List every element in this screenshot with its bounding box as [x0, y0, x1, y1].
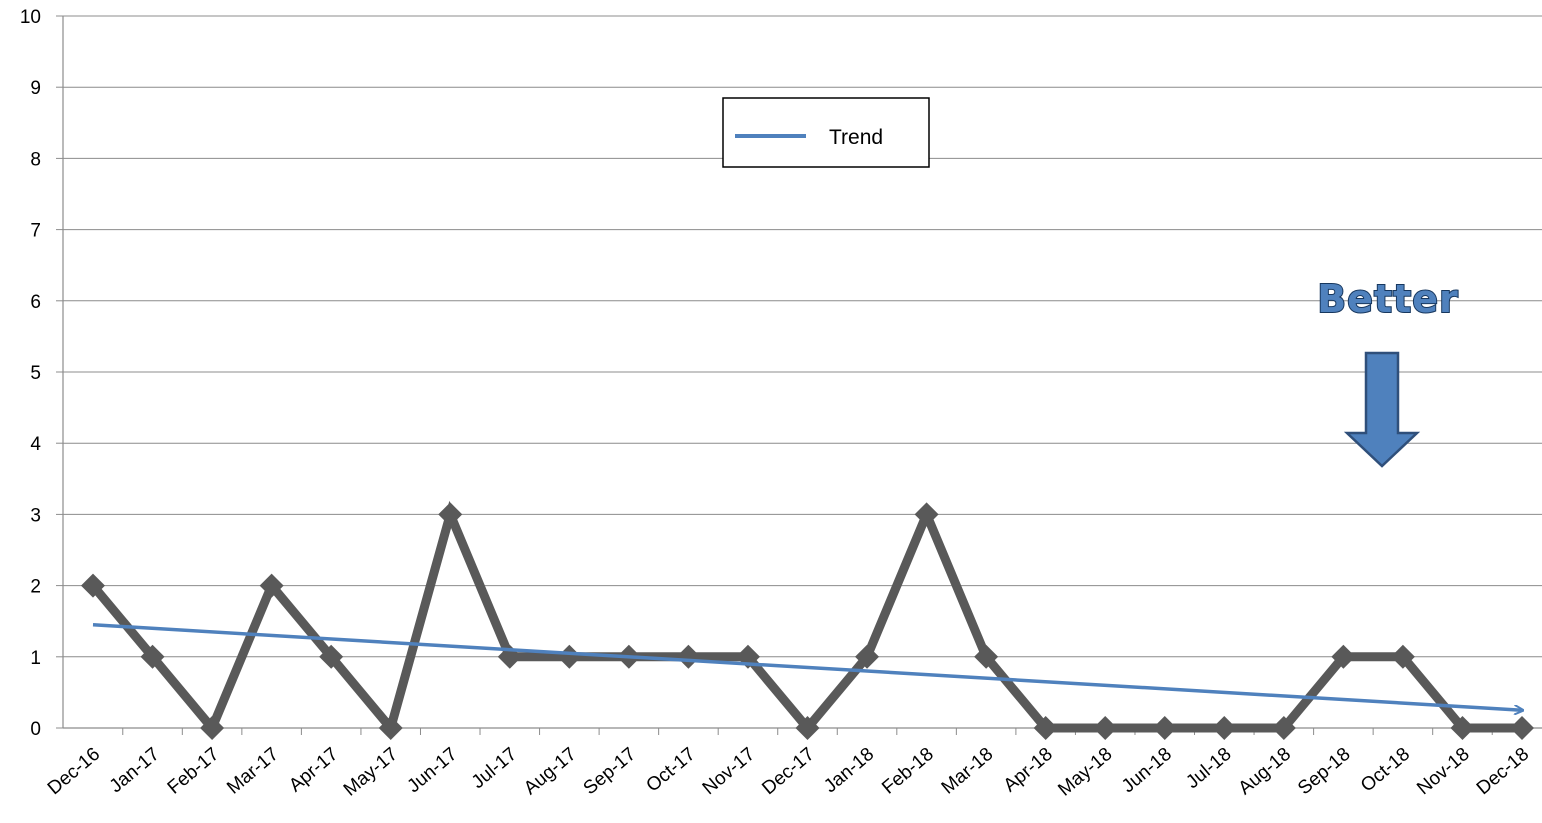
- legend: Trend: [722, 97, 930, 168]
- x-tick-label-Sep-18: Sep-18: [1294, 744, 1354, 799]
- y-tick-label-8: 8: [30, 149, 41, 170]
- data-point-Feb-17: [200, 716, 225, 740]
- y-tick-label-10: 10: [20, 7, 41, 28]
- x-tick-label-Jul-18: Jul-18: [1182, 744, 1235, 793]
- data-point-Feb-18: [914, 502, 939, 527]
- x-tick-label-Mar-18: Mar-18: [938, 744, 998, 799]
- x-tick-label-Dec-18: Dec-18: [1473, 744, 1533, 799]
- data-point-Oct-17: [676, 644, 701, 669]
- x-tick-label-Aug-17: Aug-17: [520, 744, 580, 799]
- x-tick-label-Dec-16: Dec-16: [44, 744, 104, 799]
- data-point-Sep-18: [1331, 644, 1356, 669]
- data-point-Dec-17: [795, 716, 820, 740]
- data-point-Dec-16: [81, 573, 105, 598]
- data-point-Apr-18: [1033, 716, 1058, 740]
- down-arrow-icon: [1343, 351, 1421, 468]
- x-tick-label-Apr-18: Apr-18: [1000, 744, 1057, 797]
- trend-line: [92, 623, 1522, 710]
- data-point-May-17: [378, 716, 403, 740]
- data-point-Jul-18: [1212, 716, 1237, 740]
- trend-layer: [92, 623, 1522, 710]
- y-tick-label-6: 6: [30, 292, 41, 313]
- x-tick-label-May-18: May-18: [1054, 744, 1116, 801]
- y-tick-label-7: 7: [30, 221, 41, 242]
- legend-entry-trend: Trend: [829, 126, 883, 149]
- y-tick-label-5: 5: [30, 363, 41, 384]
- x-tick-label-Feb-18: Feb-18: [878, 744, 938, 799]
- data-point-Aug-18: [1271, 716, 1296, 740]
- y-tick-label-4: 4: [30, 434, 41, 455]
- x-tick-label-Apr-17: Apr-17: [285, 744, 342, 797]
- x-tick-label-May-17: May-17: [340, 744, 402, 801]
- y-tick-label-0: 0: [30, 719, 41, 740]
- x-tick-label-Nov-18: Nov-18: [1413, 744, 1473, 799]
- y-tick-label-3: 3: [30, 505, 41, 526]
- data-point-Mar-17: [259, 573, 284, 598]
- x-tick-label-Dec-17: Dec-17: [758, 744, 818, 799]
- y-tick-label-9: 9: [30, 78, 41, 99]
- x-tick-label-Jun-18: Jun-18: [1118, 744, 1176, 797]
- x-tick-label-Aug-18: Aug-18: [1235, 744, 1295, 799]
- data-point-Jun-18: [1152, 716, 1177, 740]
- x-tick-label-Sep-17: Sep-17: [580, 744, 640, 799]
- data-point-Aug-17: [557, 644, 582, 669]
- data-point-May-18: [1093, 716, 1118, 740]
- data-point-Nov-18: [1450, 716, 1475, 740]
- x-tick-label-Feb-17: Feb-17: [164, 744, 224, 799]
- x-tick-label-Jan-17: Jan-17: [106, 744, 164, 797]
- x-tick-label-Jun-17: Jun-17: [403, 744, 461, 797]
- x-tick-label-Nov-17: Nov-17: [699, 744, 759, 799]
- data-point-Mar-18: [974, 644, 999, 669]
- data-point-Jan-17: [140, 644, 165, 669]
- data-point-Oct-18: [1390, 644, 1415, 669]
- better-label: Better: [1317, 277, 1459, 321]
- data-point-Apr-17: [319, 644, 344, 669]
- y-tick-label-1: 1: [30, 648, 41, 669]
- x-tick-label-Jul-17: Jul-17: [468, 744, 521, 793]
- x-tick-label-Oct-18: Oct-18: [1357, 744, 1414, 797]
- series-layer: [81, 500, 1534, 740]
- y-tick-label-2: 2: [30, 577, 41, 598]
- x-tick-label-Jan-18: Jan-18: [820, 744, 878, 797]
- data-point-Jun-17: [438, 502, 463, 527]
- better-annotation: Better: [1316, 276, 1459, 468]
- data-point-Jan-18: [855, 644, 880, 669]
- legend-box: [722, 97, 930, 168]
- x-tick-label-Mar-17: Mar-17: [223, 744, 283, 799]
- x-tick-label-Oct-17: Oct-17: [642, 744, 699, 797]
- data-point-Dec-18: [1510, 716, 1534, 740]
- gridlines: [56, 15, 1542, 729]
- y-axis-tick-labels: 0 1 2 3 4 5 6 7 8 9 10: [20, 7, 42, 740]
